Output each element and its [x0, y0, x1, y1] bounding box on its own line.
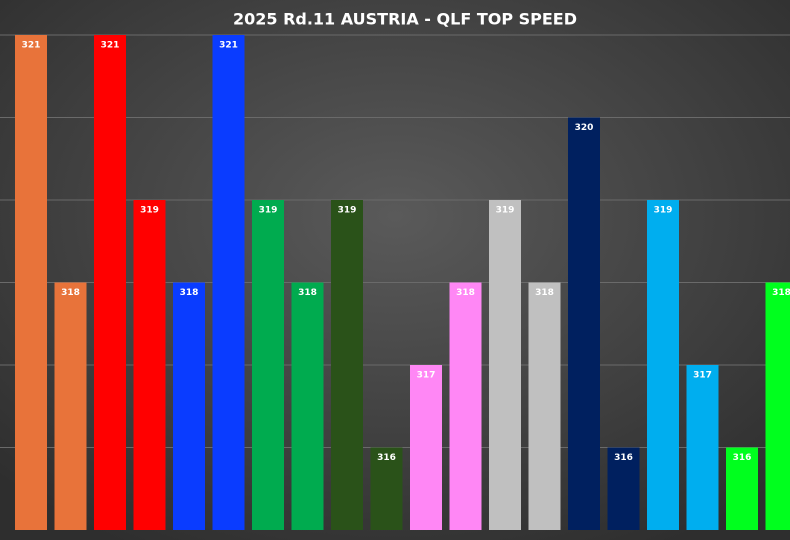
bar — [94, 35, 126, 530]
bar — [568, 117, 600, 530]
bar — [449, 282, 482, 530]
value-label: 319 — [338, 206, 357, 216]
value-label: 318 — [180, 288, 199, 298]
bar — [410, 365, 442, 530]
bar — [370, 447, 403, 530]
value-label: 316 — [377, 453, 396, 463]
bar — [212, 35, 245, 530]
chart-title: 2025 Rd.11 AUSTRIA - QLF TOP SPEED — [233, 10, 577, 29]
value-label: 318 — [456, 288, 475, 298]
value-label: 321 — [219, 41, 238, 51]
bar — [54, 282, 87, 530]
value-label: 318 — [61, 288, 80, 298]
value-label: 316 — [614, 453, 633, 463]
value-label: 318 — [772, 288, 790, 298]
bar — [686, 365, 719, 530]
bar — [133, 200, 166, 530]
bar — [173, 282, 205, 530]
bar — [528, 282, 561, 530]
value-label: 318 — [298, 288, 317, 298]
bar — [607, 447, 640, 530]
value-label: 319 — [654, 206, 673, 216]
value-label: 321 — [101, 41, 120, 51]
bar — [15, 35, 47, 530]
value-label: 317 — [417, 371, 436, 381]
value-label: 317 — [693, 371, 712, 381]
value-label: 321 — [22, 41, 41, 51]
bar — [726, 447, 758, 530]
bar — [489, 200, 521, 530]
value-label: 319 — [259, 206, 278, 216]
value-label: 316 — [733, 453, 752, 463]
value-label: 319 — [496, 206, 515, 216]
value-label: 319 — [140, 206, 159, 216]
value-label: 318 — [535, 288, 554, 298]
bar — [765, 282, 790, 530]
bar — [647, 200, 679, 530]
bar — [331, 200, 363, 530]
value-label: 320 — [575, 123, 594, 133]
bar — [291, 282, 324, 530]
bar — [252, 200, 284, 530]
